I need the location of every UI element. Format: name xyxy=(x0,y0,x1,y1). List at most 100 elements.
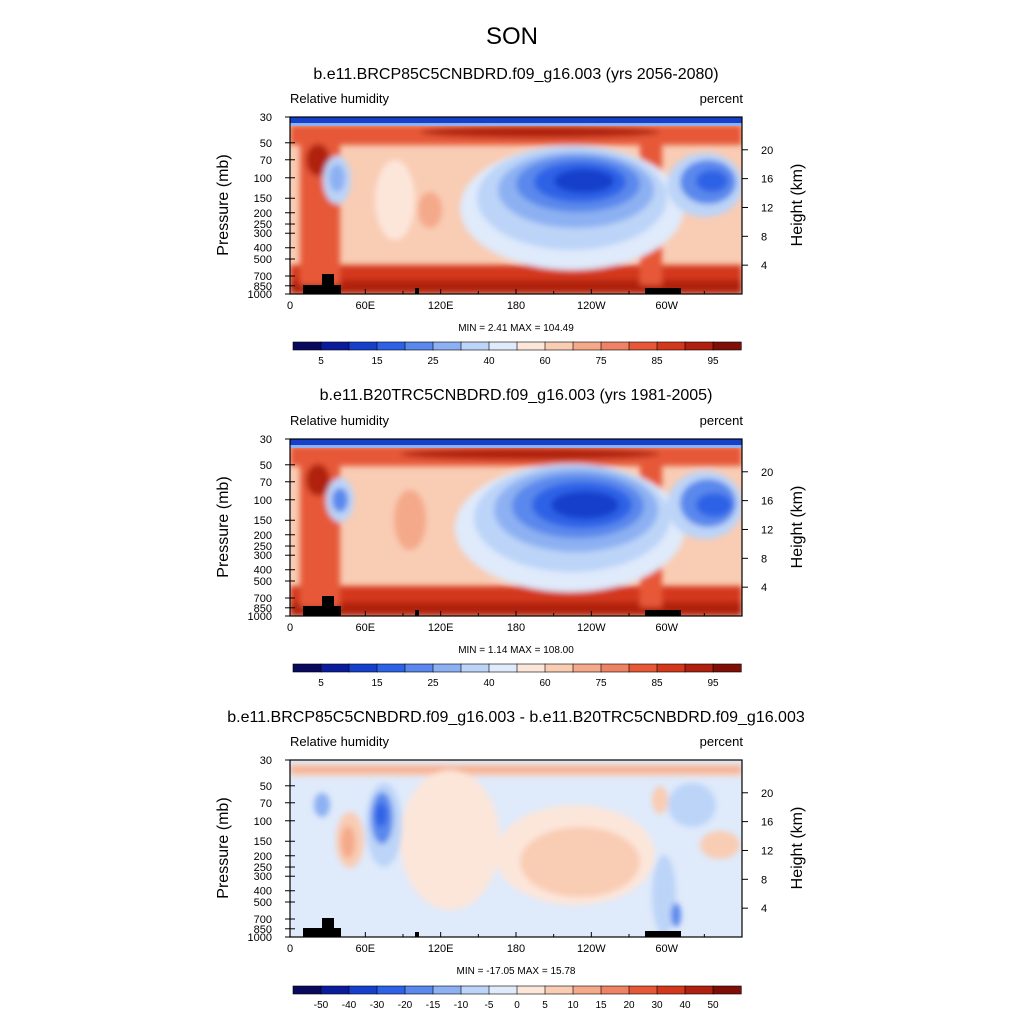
colorbar-swatch xyxy=(376,985,406,995)
colorbar-label: 75 xyxy=(595,356,607,367)
y-tick-label: 50 xyxy=(260,138,272,150)
colorbar-label: 15 xyxy=(595,1000,607,1011)
colorbar-label: 40 xyxy=(679,1000,691,1011)
units-label: percent xyxy=(700,413,744,428)
panel-1: b.e11.BRCP85C5CNBDRD.f09_g16.003 (yrs 20… xyxy=(215,66,806,367)
colorbar-swatch xyxy=(544,663,574,673)
x-tick-label: 120W xyxy=(577,943,606,955)
colorbar-label: -20 xyxy=(398,1000,413,1011)
units-label: percent xyxy=(700,734,744,749)
colorbar-swatch xyxy=(404,985,434,995)
colorbar-swatch xyxy=(348,663,378,673)
colorbar-label: 95 xyxy=(707,678,719,689)
x-tick-label: 120W xyxy=(577,300,606,312)
y-tick-label: 100 xyxy=(254,495,272,507)
colorbar-label: -50 xyxy=(314,1000,329,1011)
y-tick-label: 1000 xyxy=(248,611,272,623)
colorbar-swatch xyxy=(460,341,490,351)
colorbar-swatch xyxy=(404,341,434,351)
colorbar-swatch xyxy=(320,341,350,351)
y2-tick-label: 4 xyxy=(761,260,767,272)
x-tick-label: 120W xyxy=(577,622,606,634)
y2-tick-label: 12 xyxy=(761,524,773,536)
x-tick-label: 0 xyxy=(287,300,293,312)
y-tick-label: 300 xyxy=(254,228,272,240)
y2-tick-label: 16 xyxy=(761,496,773,508)
colorbar-swatch xyxy=(572,985,602,995)
colorbar-swatch xyxy=(712,985,742,995)
colorbar-label: 60 xyxy=(539,356,551,367)
y-tick-label: 100 xyxy=(254,816,272,828)
colorbar-swatch xyxy=(432,985,462,995)
variable-label: Relative humidity xyxy=(290,91,389,106)
y-tick-label: 300 xyxy=(254,871,272,883)
panel-title: b.e11.BRCP85C5CNBDRD.f09_g16.003 (yrs 20… xyxy=(313,66,718,83)
y-tick-label: 700 xyxy=(254,914,272,926)
y-tick-label: 30 xyxy=(260,755,272,767)
colorbar-label: 25 xyxy=(427,678,439,689)
y-tick-label: 250 xyxy=(254,862,272,874)
colorbar-label: 85 xyxy=(651,678,663,689)
colorbar-swatch xyxy=(712,663,742,673)
colorbar-swatch xyxy=(544,985,574,995)
y-tick-label: 850 xyxy=(254,603,272,615)
colorbar-label: -5 xyxy=(485,1000,494,1011)
y2-tick-label: 20 xyxy=(761,788,773,800)
colorbar-swatch xyxy=(656,985,686,995)
colorbar-swatch xyxy=(460,663,490,673)
y-tick-label: 500 xyxy=(254,897,272,909)
colorbar-label: 5 xyxy=(542,1000,548,1011)
panel-3: b.e11.BRCP85C5CNBDRD.f09_g16.003 - b.e11… xyxy=(215,709,806,1011)
x-tick-label: 180 xyxy=(507,622,525,634)
y-tick-label: 30 xyxy=(260,112,272,124)
colorbar-swatch xyxy=(572,663,602,673)
panel-title: b.e11.BRCP85C5CNBDRD.f09_g16.003 - b.e11… xyxy=(227,709,805,726)
x-tick-label: 60E xyxy=(356,300,376,312)
y-tick-label: 200 xyxy=(254,208,272,220)
colorbar-swatch xyxy=(516,341,546,351)
y-tick-label: 850 xyxy=(254,924,272,936)
colorbar-label: -30 xyxy=(370,1000,385,1011)
panel-2: b.e11.B20TRC5CNBDRD.f09_g16.003 (yrs 198… xyxy=(215,387,806,689)
colorbar-swatch xyxy=(516,985,546,995)
colorbar-label: -40 xyxy=(342,1000,357,1011)
x-tick-label: 120E xyxy=(428,943,454,955)
colorbar-label: 10 xyxy=(567,1000,579,1011)
panel-title: b.e11.B20TRC5CNBDRD.f09_g16.003 (yrs 198… xyxy=(320,387,713,404)
y2-axis-title: Height (km) xyxy=(789,164,806,247)
y-tick-label: 50 xyxy=(260,460,272,472)
colorbar-swatch xyxy=(628,663,658,673)
colorbar-label: 75 xyxy=(595,678,607,689)
units-label: percent xyxy=(700,91,744,106)
colorbar-swatch xyxy=(628,341,658,351)
y-tick-label: 50 xyxy=(260,781,272,793)
colorbar-swatch xyxy=(712,341,742,351)
colorbar-swatch xyxy=(320,663,350,673)
colorbar-label: 20 xyxy=(623,1000,635,1011)
colorbar-label: 25 xyxy=(427,356,439,367)
x-tick-label: 60E xyxy=(356,622,376,634)
y2-tick-label: 8 xyxy=(761,874,767,886)
colorbar-swatch xyxy=(656,341,686,351)
colorbar-label: 0 xyxy=(514,1000,520,1011)
x-tick-label: 60W xyxy=(655,943,678,955)
colorbar-swatch xyxy=(292,341,322,351)
y2-tick-label: 12 xyxy=(761,845,773,857)
x-tick-label: 60W xyxy=(655,622,678,634)
y-tick-label: 700 xyxy=(254,593,272,605)
colorbar-swatch xyxy=(656,663,686,673)
y-tick-label: 1000 xyxy=(248,932,272,944)
colorbar-swatch xyxy=(488,663,518,673)
y-tick-label: 250 xyxy=(254,541,272,553)
y-tick-label: 200 xyxy=(254,851,272,863)
plot-field xyxy=(290,117,742,294)
colorbar-swatch xyxy=(600,663,630,673)
colorbar-swatch xyxy=(348,985,378,995)
y-tick-label: 850 xyxy=(254,281,272,293)
y-axis-title: Pressure (mb) xyxy=(215,476,232,577)
y-tick-label: 500 xyxy=(254,254,272,266)
x-tick-label: 0 xyxy=(287,622,293,634)
colorbar-swatch xyxy=(488,985,518,995)
colorbar-label: 15 xyxy=(371,678,383,689)
